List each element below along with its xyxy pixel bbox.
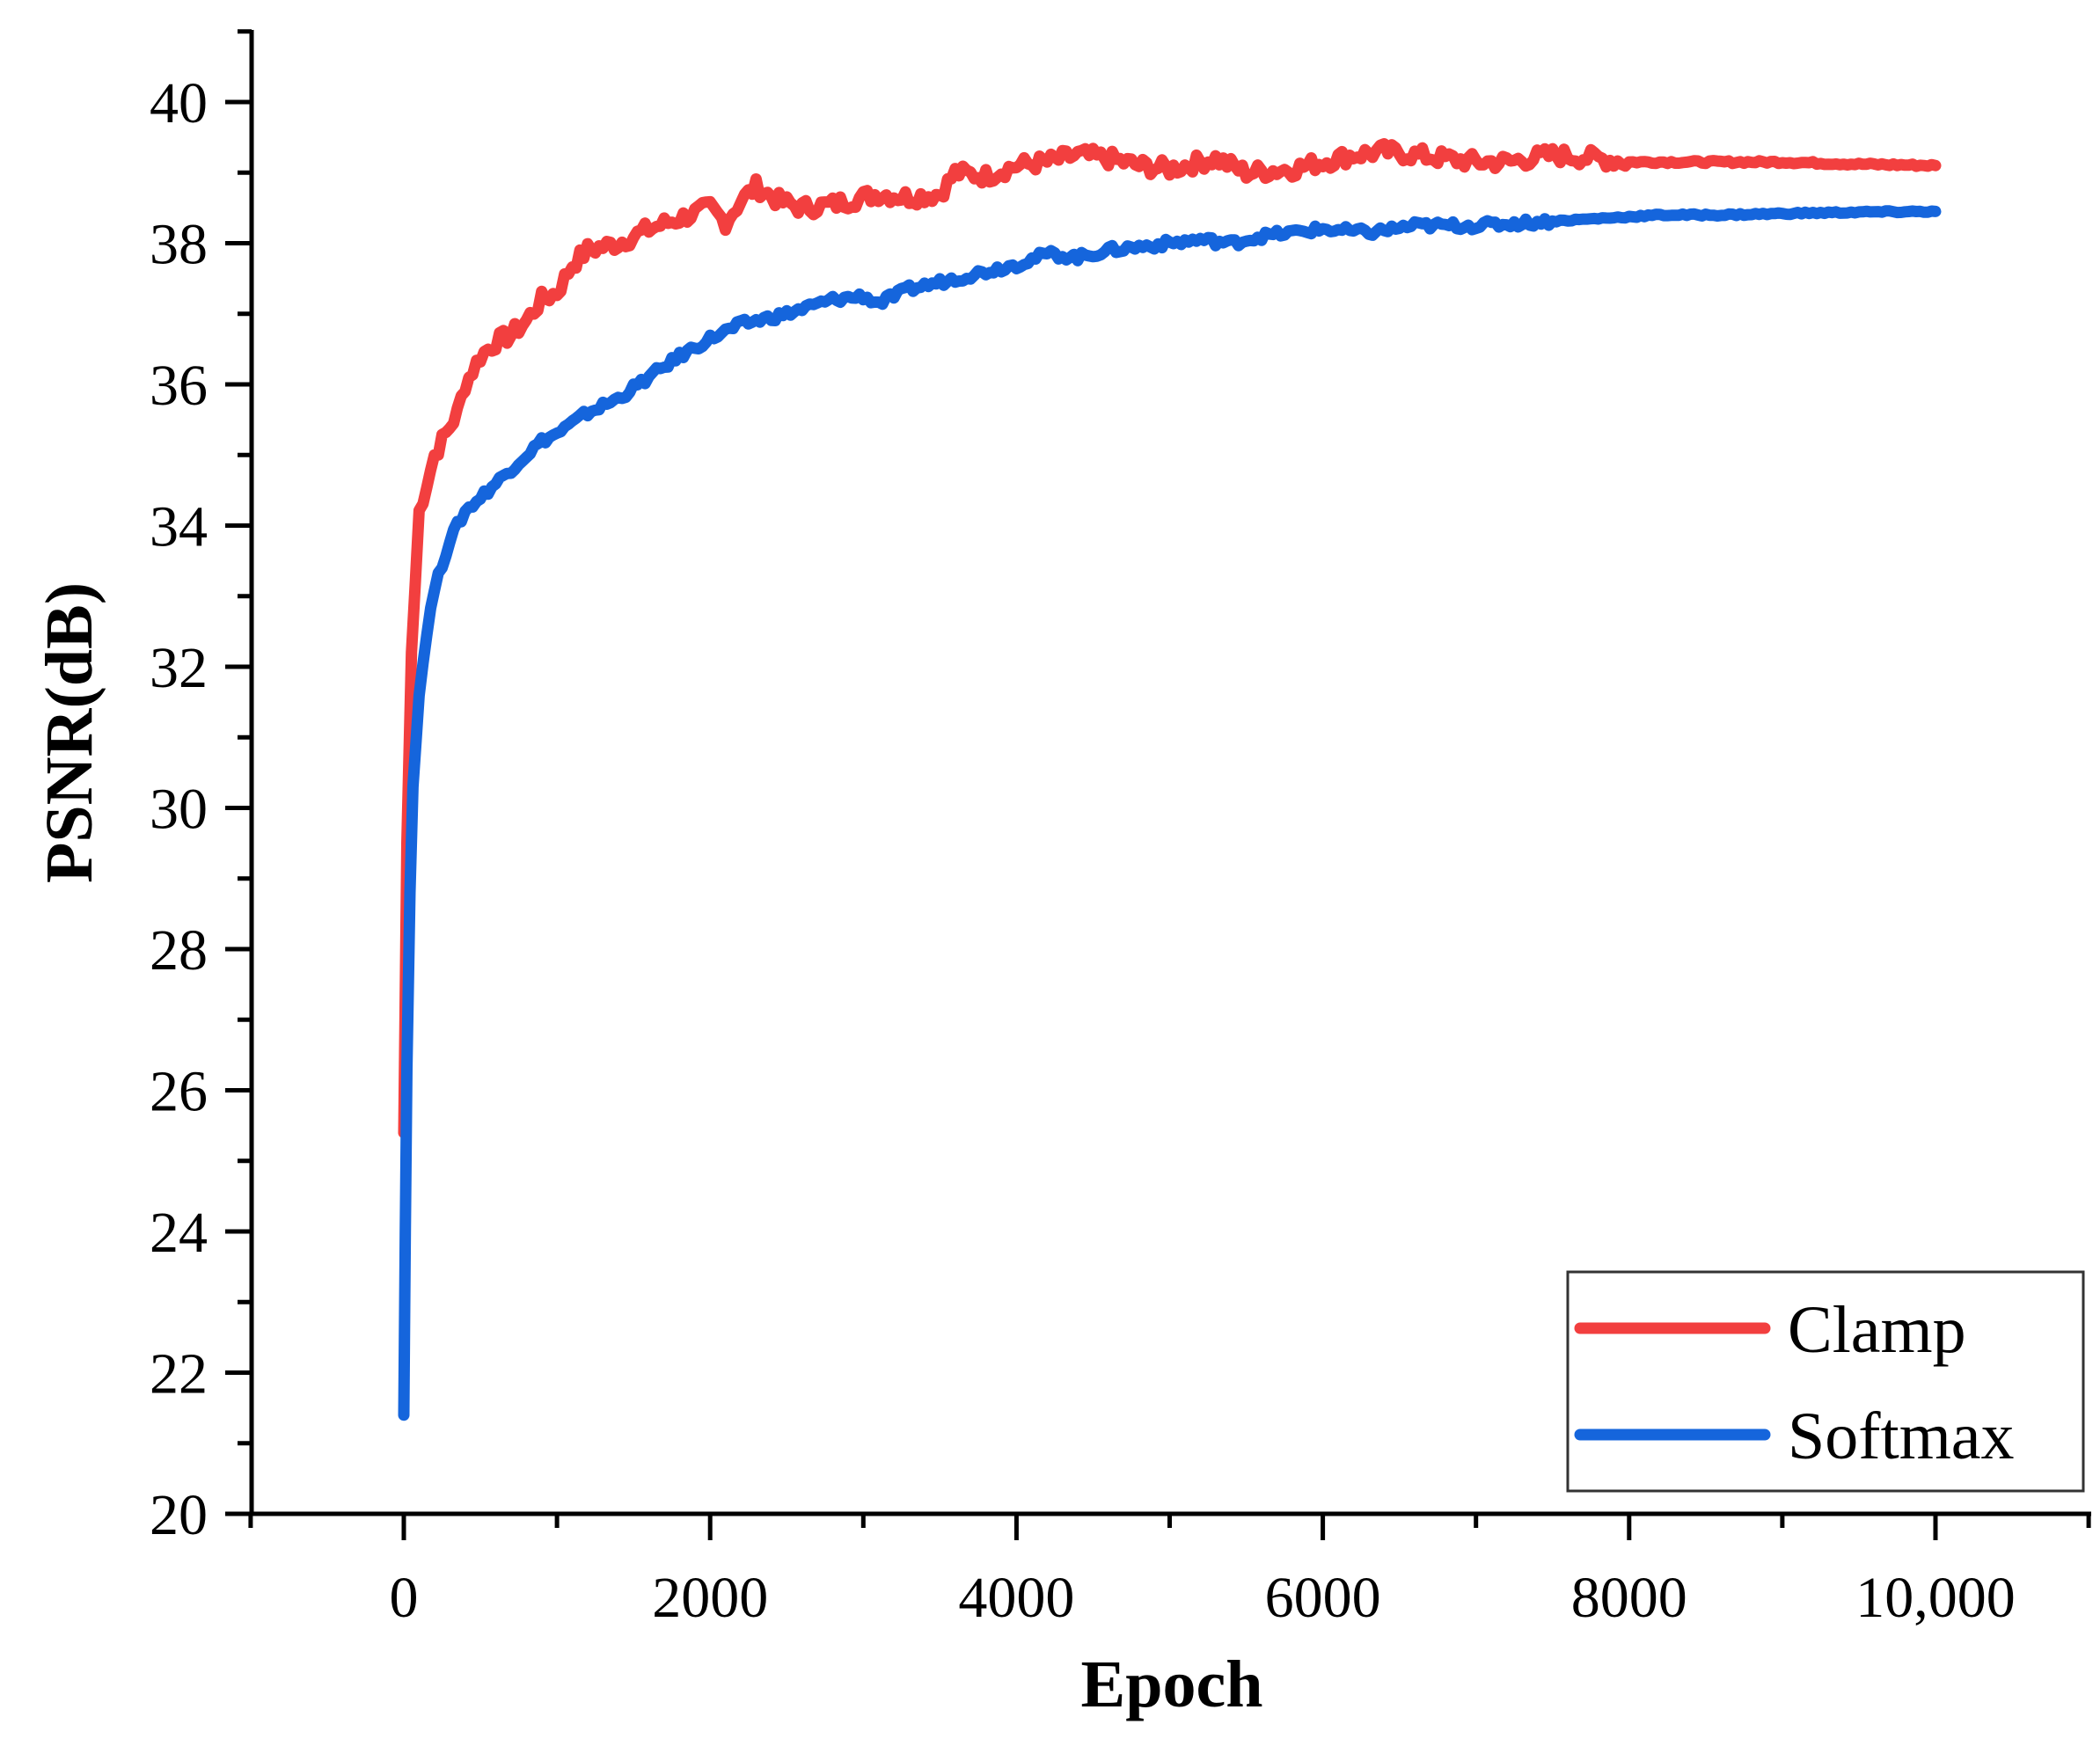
x-axis-title: Epoch: [1081, 1648, 1263, 1721]
y-tick-label: 26: [150, 1060, 208, 1124]
y-tick-label: 24: [150, 1201, 208, 1265]
y-tick-label: 32: [150, 636, 208, 700]
legend-item-softmax[interactable]: Softmax: [1574, 1399, 2015, 1473]
legend-box: [1566, 1270, 2085, 1493]
y-tick-label: 36: [150, 354, 208, 418]
x-tick-label: 8000: [1571, 1566, 1687, 1630]
x-tick-label: 4000: [958, 1566, 1074, 1630]
axes: 20 22 24 26 28 30 32 34 36 38 40 0 2000 4000 6000 8000…: [150, 29, 2091, 1630]
legend-label-clamp: Clamp: [1788, 1293, 1966, 1367]
series-line-clamp: [398, 138, 1942, 1139]
legend-label-softmax: Softmax: [1788, 1399, 2015, 1473]
x-tick-label: 6000: [1265, 1566, 1381, 1630]
y-tick-label: 28: [150, 918, 208, 983]
y-tick-label: 20: [150, 1483, 208, 1547]
y-axis-title: PSNR(dB): [33, 582, 106, 883]
x-tick-label: 0: [390, 1566, 419, 1630]
y-axis-ticks: 20 22 24 26 28 30 32 34 36 38 40: [150, 29, 252, 1547]
y-tick-label: 34: [150, 495, 208, 559]
x-tick-label: 2000: [652, 1566, 768, 1630]
x-tick-label: 10,000: [1855, 1566, 2016, 1630]
y-tick-label: 30: [150, 778, 208, 842]
legend: Clamp Softmax: [1566, 1270, 2085, 1493]
y-tick-label: 38: [150, 213, 208, 277]
y-tick-label: 22: [150, 1342, 208, 1407]
series-line-softmax: [398, 205, 1942, 1421]
y-tick-label: 40: [150, 71, 208, 135]
plot-series: [398, 138, 1942, 1421]
legend-item-clamp[interactable]: Clamp: [1574, 1293, 1966, 1367]
x-axis-ticks: 0 2000 4000 6000 8000 10,000: [248, 1514, 2091, 1630]
